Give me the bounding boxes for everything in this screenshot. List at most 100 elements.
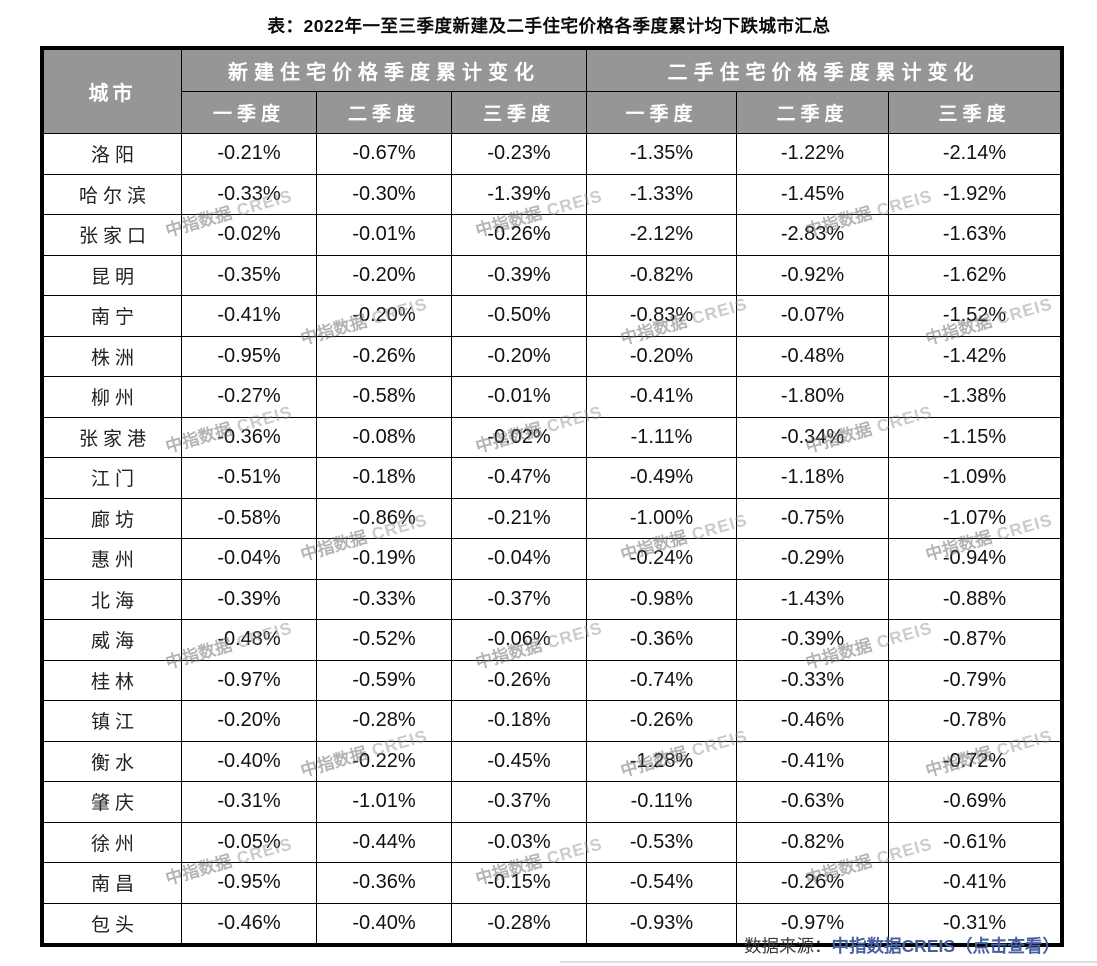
table-header: 城市 新建住宅价格季度累计变化 二手住宅价格季度累计变化 一季度 二季度 三季度… xyxy=(43,49,1062,134)
new-q2-cell: -0.20% xyxy=(316,254,452,296)
secondhand-q1-cell: -0.74% xyxy=(586,659,738,701)
city-cell: 肇庆 xyxy=(43,781,182,823)
table-row: 昆明 -0.35% -0.20% -0.39% -0.82% -0.92% -1.62% xyxy=(43,254,1062,296)
new-q2-cell: -0.08% xyxy=(316,416,452,458)
col-header-new-q3: 三季度 xyxy=(450,91,588,134)
secondhand-q3-cell: -1.42% xyxy=(888,335,1062,377)
table-row: 株洲 -0.95% -0.26% -0.20% -0.20% -0.48% -1.42% xyxy=(43,335,1062,377)
secondhand-q2-cell: -0.33% xyxy=(736,659,890,701)
secondhand-q1-cell: -0.26% xyxy=(586,700,738,742)
table-row: 廊坊 -0.58% -0.86% -0.21% -1.00% -0.75% -1.07% xyxy=(43,497,1062,539)
price-table: 城市 新建住宅价格季度累计变化 二手住宅价格季度累计变化 一季度 二季度 三季度… xyxy=(40,46,1065,947)
secondhand-q3-cell: -0.69% xyxy=(888,781,1062,823)
city-cell: 桂林 xyxy=(43,659,182,701)
new-q1-cell: -0.41% xyxy=(181,295,317,337)
secondhand-q2-cell: -1.18% xyxy=(736,457,890,499)
secondhand-q1-cell: -0.54% xyxy=(586,862,738,904)
table-row: 衡水 -0.40% -0.22% -0.45% -1.28% -0.41% -0.72% xyxy=(43,740,1062,782)
secondhand-q2-cell: -0.48% xyxy=(736,335,890,377)
table-row: 江门 -0.51% -0.18% -0.47% -0.49% -1.18% -1.09% xyxy=(43,457,1062,499)
new-q2-cell: -0.26% xyxy=(316,335,452,377)
secondhand-q1-cell: -2.12% xyxy=(586,214,738,256)
new-q3-cell: -0.15% xyxy=(450,862,588,904)
new-q1-cell: -0.51% xyxy=(181,457,317,499)
secondhand-q2-cell: -1.43% xyxy=(736,578,890,620)
new-q3-cell: -0.03% xyxy=(450,821,588,863)
secondhand-q2-cell: -1.80% xyxy=(736,376,890,418)
col-header-secondhand-q2: 二季度 xyxy=(736,91,890,134)
new-q1-cell: -0.46% xyxy=(181,902,317,944)
secondhand-q1-cell: -0.20% xyxy=(586,335,738,377)
secondhand-q3-cell: -1.52% xyxy=(888,295,1062,337)
new-q3-cell: -0.45% xyxy=(450,740,588,782)
new-q1-cell: -0.21% xyxy=(181,133,317,175)
city-cell: 镇江 xyxy=(43,700,182,742)
secondhand-q1-cell: -0.11% xyxy=(586,781,738,823)
secondhand-q1-cell: -0.36% xyxy=(586,619,738,661)
secondhand-q2-cell: -0.63% xyxy=(736,781,890,823)
city-cell: 南昌 xyxy=(43,862,182,904)
secondhand-q3-cell: -1.09% xyxy=(888,457,1062,499)
new-q3-cell: -0.28% xyxy=(450,902,588,944)
city-cell: 廊坊 xyxy=(43,497,182,539)
new-q1-cell: -0.58% xyxy=(181,497,317,539)
city-cell: 哈尔滨 xyxy=(43,173,182,215)
secondhand-q1-cell: -0.53% xyxy=(586,821,738,863)
secondhand-q3-cell: -0.94% xyxy=(888,538,1062,580)
secondhand-q1-cell: -1.35% xyxy=(586,133,738,175)
city-cell: 江门 xyxy=(43,457,182,499)
secondhand-q2-cell: -1.45% xyxy=(736,173,890,215)
new-q2-cell: -0.18% xyxy=(316,457,452,499)
new-q1-cell: -0.05% xyxy=(181,821,317,863)
col-group-new-housing: 新建住宅价格季度累计变化 xyxy=(180,49,588,92)
new-q2-cell: -0.40% xyxy=(316,902,452,944)
new-q3-cell: -0.26% xyxy=(450,659,588,701)
col-header-secondhand-q1: 一季度 xyxy=(586,91,738,134)
new-q1-cell: -0.39% xyxy=(181,578,317,620)
new-q3-cell: -0.20% xyxy=(450,335,588,377)
secondhand-q3-cell: -1.38% xyxy=(888,376,1062,418)
data-source-label: 数据来源： xyxy=(744,936,832,956)
new-q2-cell: -0.67% xyxy=(316,133,452,175)
new-q3-cell: -0.26% xyxy=(450,214,588,256)
data-source: 数据来源：中指数据CREIS（点击查看） xyxy=(744,933,1060,958)
col-header-new-q2: 二季度 xyxy=(316,91,452,134)
new-q3-cell: -0.06% xyxy=(450,619,588,661)
new-q3-cell: -0.18% xyxy=(450,700,588,742)
secondhand-q2-cell: -1.22% xyxy=(736,133,890,175)
secondhand-q2-cell: -2.83% xyxy=(736,214,890,256)
secondhand-q3-cell: -1.92% xyxy=(888,173,1062,215)
col-header-city: 城市 xyxy=(43,49,182,134)
city-cell: 北海 xyxy=(43,578,182,620)
secondhand-q2-cell: -0.39% xyxy=(736,619,890,661)
new-q2-cell: -0.28% xyxy=(316,700,452,742)
new-q1-cell: -0.02% xyxy=(181,214,317,256)
new-q1-cell: -0.48% xyxy=(181,619,317,661)
new-q3-cell: -0.04% xyxy=(450,538,588,580)
col-header-new-q1: 一季度 xyxy=(181,91,317,134)
table-row: 洛阳 -0.21% -0.67% -0.23% -1.35% -1.22% -2.14% xyxy=(43,133,1062,175)
secondhand-q3-cell: -0.31% xyxy=(888,902,1062,944)
table-row: 镇江 -0.20% -0.28% -0.18% -0.26% -0.46% -0.78% xyxy=(43,700,1062,742)
new-q2-cell: -0.33% xyxy=(316,578,452,620)
data-source-link[interactable]: 中指数据CREIS（点击查看） xyxy=(831,936,1060,956)
city-cell: 柳州 xyxy=(43,376,182,418)
new-q2-cell: -0.20% xyxy=(316,295,452,337)
table-row: 张家口 -0.02% -0.01% -0.26% -2.12% -2.83% -1.63% xyxy=(43,214,1062,256)
table-row: 南宁 -0.41% -0.20% -0.50% -0.83% -0.07% -1.52% xyxy=(43,295,1062,337)
new-q1-cell: -0.95% xyxy=(181,862,317,904)
new-q1-cell: -0.95% xyxy=(181,335,317,377)
table-row: 威海 -0.48% -0.52% -0.06% -0.36% -0.39% -0.87% xyxy=(43,619,1062,661)
secondhand-q2-cell: -0.92% xyxy=(736,254,890,296)
new-q3-cell: -0.37% xyxy=(450,781,588,823)
table-row: 惠州 -0.04% -0.19% -0.04% -0.24% -0.29% -0.94% xyxy=(43,538,1062,580)
new-q2-cell: -0.22% xyxy=(316,740,452,782)
secondhand-q1-cell: -1.11% xyxy=(586,416,738,458)
city-cell: 洛阳 xyxy=(43,133,182,175)
col-group-secondhand-housing: 二手住宅价格季度累计变化 xyxy=(586,49,1062,92)
secondhand-q2-cell: -0.46% xyxy=(736,700,890,742)
new-q3-cell: -0.21% xyxy=(450,497,588,539)
new-q1-cell: -0.35% xyxy=(181,254,317,296)
new-q2-cell: -0.59% xyxy=(316,659,452,701)
new-q2-cell: -0.58% xyxy=(316,376,452,418)
